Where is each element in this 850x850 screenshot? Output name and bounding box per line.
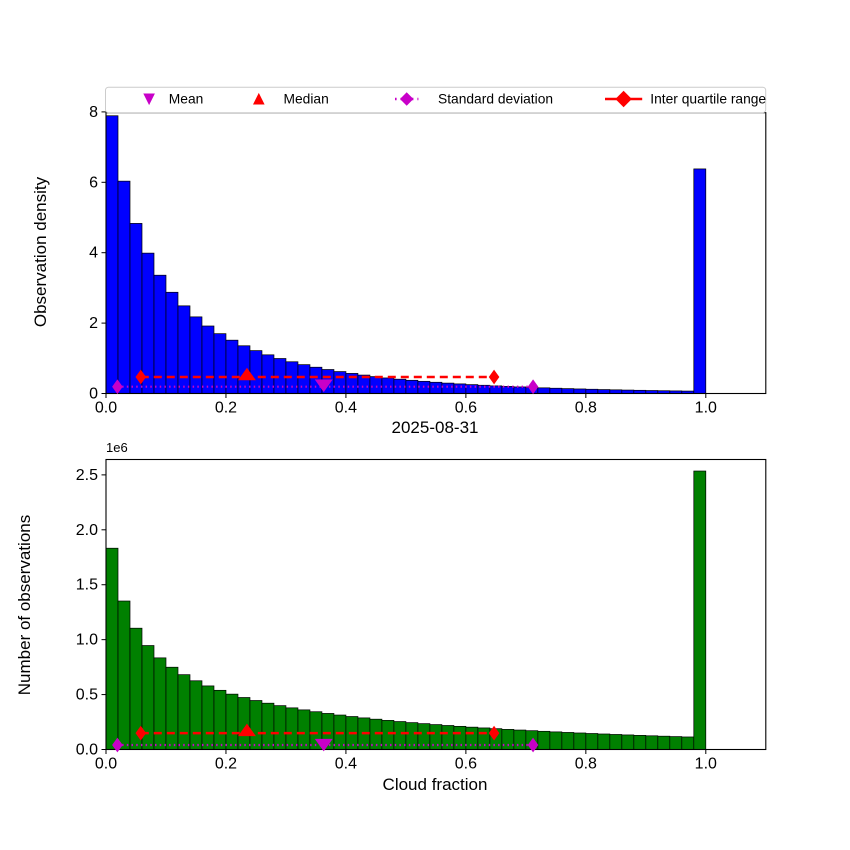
svg-text:1.0: 1.0 xyxy=(76,632,98,649)
svg-text:Median: Median xyxy=(284,92,329,107)
svg-text:Number of observations: Number of observations xyxy=(15,515,34,695)
svg-text:Cloud fraction: Cloud fraction xyxy=(383,775,488,794)
svg-text:0.8: 0.8 xyxy=(575,400,597,417)
svg-text:Mean: Mean xyxy=(169,92,204,107)
svg-text:1.0: 1.0 xyxy=(695,400,717,417)
svg-text:0.8: 0.8 xyxy=(575,756,597,773)
svg-text:0.0: 0.0 xyxy=(95,756,117,773)
svg-text:1.5: 1.5 xyxy=(76,577,98,594)
svg-text:0.0: 0.0 xyxy=(76,742,98,759)
svg-text:1.0: 1.0 xyxy=(695,756,717,773)
svg-text:0.4: 0.4 xyxy=(335,400,357,417)
svg-text:0.2: 0.2 xyxy=(215,400,237,417)
svg-text:2.5: 2.5 xyxy=(76,467,98,484)
svg-text:2025-08-31: 2025-08-31 xyxy=(392,418,479,437)
svg-text:0.4: 0.4 xyxy=(335,756,357,773)
svg-text:1e6: 1e6 xyxy=(106,440,128,455)
svg-text:0.6: 0.6 xyxy=(455,400,477,417)
svg-text:Observation density: Observation density xyxy=(31,176,50,327)
svg-text:4: 4 xyxy=(89,245,98,262)
svg-text:2.0: 2.0 xyxy=(76,522,98,539)
svg-text:0.2: 0.2 xyxy=(215,756,237,773)
svg-text:8: 8 xyxy=(89,104,98,121)
svg-text:6: 6 xyxy=(89,174,98,191)
svg-text:0.6: 0.6 xyxy=(455,756,477,773)
svg-text:Standard deviation: Standard deviation xyxy=(438,92,553,107)
svg-text:Inter quartile range: Inter quartile range xyxy=(650,92,766,107)
svg-text:0.5: 0.5 xyxy=(76,687,98,704)
svg-text:0: 0 xyxy=(89,386,98,403)
svg-text:0.0: 0.0 xyxy=(95,400,117,417)
svg-text:2: 2 xyxy=(89,315,98,332)
